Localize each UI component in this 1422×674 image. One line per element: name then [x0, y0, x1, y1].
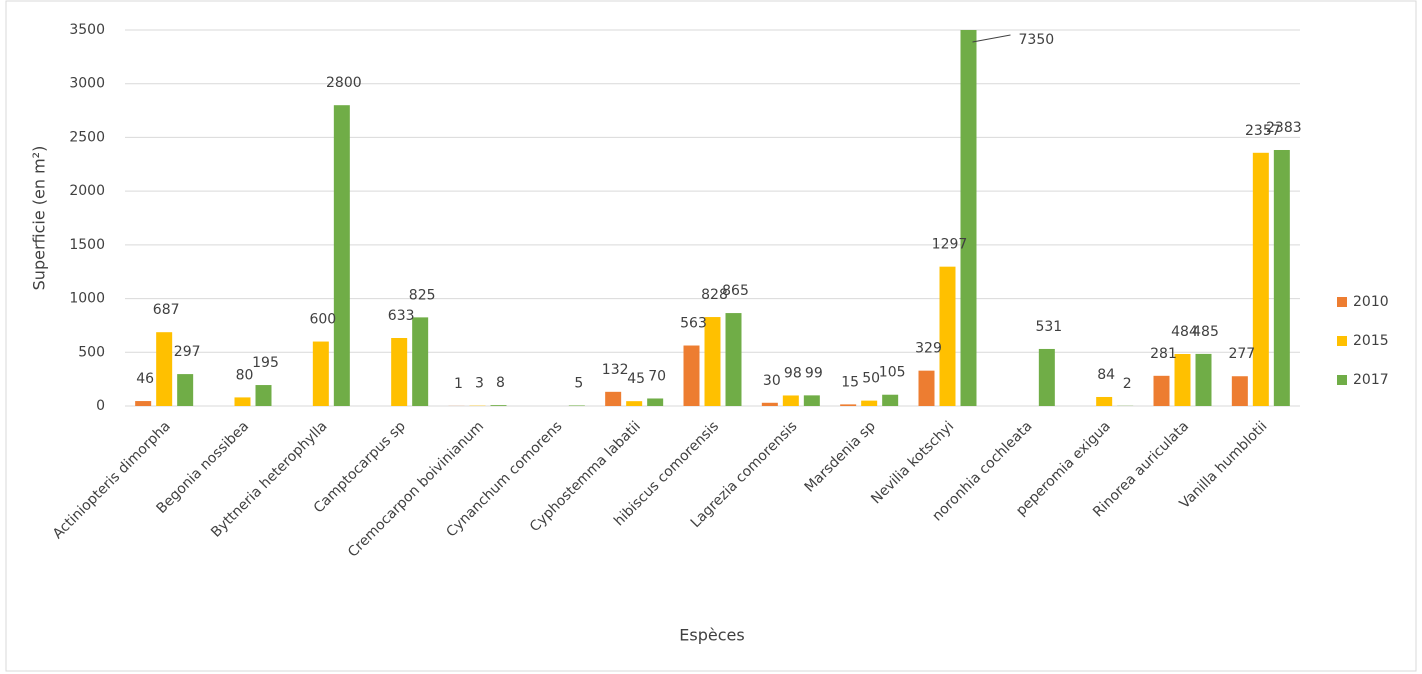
data-label: 484 [1171, 324, 1198, 340]
y-tick-label: 2000 [69, 183, 105, 199]
data-label: 329 [915, 341, 942, 357]
x-axis-title: Espèces [679, 626, 744, 645]
legend-label: 2010 [1353, 294, 1389, 310]
data-label: 98 [784, 365, 802, 381]
bar [782, 395, 799, 406]
bar [918, 370, 935, 406]
data-label: 105 [879, 365, 906, 381]
bar [1096, 396, 1113, 406]
legend-swatch [1337, 297, 1347, 307]
data-label: 132 [602, 362, 629, 378]
data-label: 84 [1097, 367, 1115, 383]
bar [939, 266, 956, 406]
data-label: 45 [627, 371, 645, 387]
data-label: 2383 [1266, 120, 1302, 136]
legend-label: 2017 [1353, 372, 1389, 388]
data-label: 8 [496, 375, 505, 391]
bar [568, 405, 585, 406]
y-tick-label: 1500 [69, 237, 105, 253]
data-label: 687 [153, 302, 180, 318]
data-label: 2800 [326, 75, 362, 91]
data-label: 3 [475, 376, 484, 392]
data-label: 281 [1150, 346, 1177, 362]
legend-label: 2015 [1353, 333, 1389, 349]
data-label: 531 [1035, 319, 1062, 335]
data-label: 1297 [932, 237, 968, 253]
data-label: 633 [388, 308, 415, 324]
bar [391, 337, 408, 406]
bar [647, 398, 664, 406]
data-label: 825 [409, 287, 436, 303]
bar [234, 397, 251, 406]
bar [803, 395, 820, 406]
data-label: 15 [841, 374, 859, 390]
data-label: 277 [1228, 346, 1255, 362]
y-tick-label: 3500 [69, 22, 105, 38]
data-label: 5 [574, 375, 583, 391]
y-tick-label: 1000 [69, 291, 105, 307]
bar [725, 313, 742, 406]
bar [861, 400, 878, 406]
bar [1273, 149, 1290, 406]
bar [704, 317, 721, 406]
bar [1231, 376, 1248, 406]
bar [156, 332, 173, 406]
data-label: 1 [454, 376, 463, 392]
label-leader [972, 34, 1011, 43]
y-tick-label: 0 [96, 398, 105, 414]
bar [490, 405, 507, 406]
bar [135, 401, 152, 406]
data-label: 46 [136, 371, 154, 387]
bar [683, 345, 700, 406]
bar [412, 317, 429, 406]
data-label: 7350 [1019, 32, 1055, 48]
bar [333, 105, 350, 406]
data-label: 50 [862, 371, 880, 387]
bar [1195, 353, 1212, 406]
bar [1153, 375, 1170, 406]
data-label: 80 [236, 367, 254, 383]
bar [605, 391, 622, 406]
legend-swatch [1337, 375, 1347, 385]
data-label: 30 [763, 373, 781, 389]
bar [882, 394, 899, 406]
data-label: 2357 [1245, 123, 1281, 139]
y-tick-label: 500 [78, 344, 105, 360]
bar [177, 374, 194, 406]
bar [626, 401, 643, 406]
data-label: 828 [701, 287, 728, 303]
data-label: 297 [174, 344, 201, 360]
y-tick-label: 3000 [69, 76, 105, 92]
bar [1252, 152, 1269, 406]
data-label: 2 [1123, 376, 1132, 392]
bar [960, 30, 977, 406]
y-axis-title: Superficie (en m²) [30, 146, 49, 291]
data-label: 865 [722, 283, 749, 299]
data-label: 600 [309, 312, 336, 328]
data-label: 485 [1192, 324, 1219, 340]
data-label: 99 [805, 365, 823, 381]
bar [312, 341, 329, 406]
bar [1038, 348, 1055, 406]
legend-swatch [1337, 336, 1347, 346]
bar [840, 404, 857, 406]
bar [761, 402, 778, 406]
bar [1174, 354, 1191, 406]
y-tick-label: 2500 [69, 129, 105, 145]
plot-area [135, 30, 1290, 406]
data-label: 70 [648, 368, 666, 384]
bar [255, 385, 272, 406]
data-label: 563 [680, 316, 707, 332]
data-label: 195 [252, 355, 279, 371]
